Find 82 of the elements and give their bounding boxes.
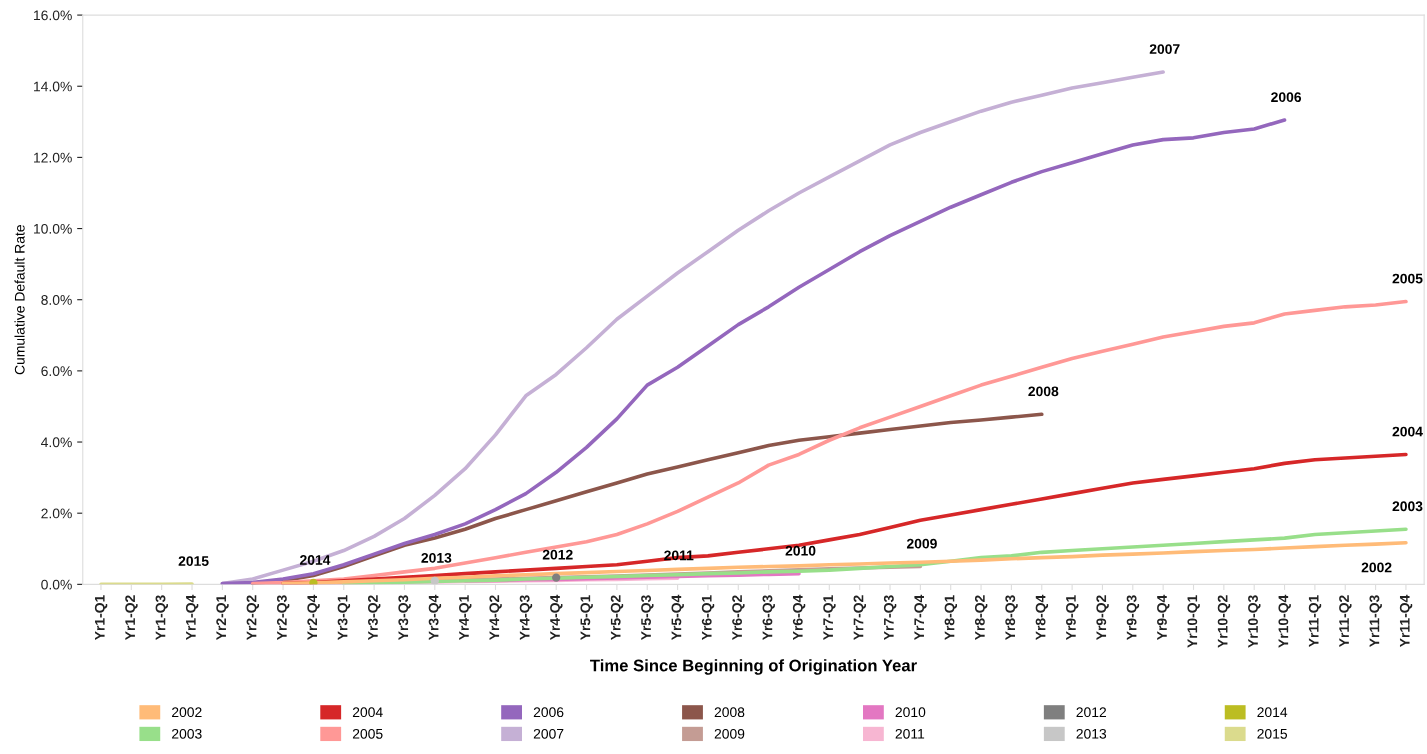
x-tick-label: Yr10-Q2 — [1217, 595, 1231, 648]
legend-label: 2002 — [172, 707, 202, 718]
x-tick-label: Yr6-Q1 — [701, 595, 715, 641]
legend-label: 2006 — [533, 707, 564, 718]
x-tick-label: Yr7-Q1 — [823, 595, 836, 641]
text: 2013 — [421, 552, 452, 563]
legend-label: 2013 — [1076, 728, 1107, 739]
x-tick-label: Yr8-Q4 — [1035, 594, 1049, 641]
x-tick-label: Yr6-Q4 — [792, 594, 806, 641]
x-tick-label: Yr2-Q1 — [216, 595, 229, 641]
text: 2015 — [178, 556, 209, 566]
x-tick-label: Yr5-Q2 — [610, 595, 624, 641]
x-tick-label: Yr3-Q2 — [368, 595, 381, 641]
x-tick-label: Yr11-Q1 — [1308, 595, 1322, 648]
x-tick-label: Yr9-Q2 — [1096, 595, 1109, 641]
x-tick-label: Yr7-Q2 — [853, 595, 866, 641]
x-tick-label: Yr2-Q3 — [276, 595, 290, 641]
x-tick-label: Yr3-Q1 — [337, 595, 351, 641]
x-tick-label: Yr9-Q3 — [1126, 595, 1140, 641]
text: 2010 — [785, 545, 816, 556]
x-tick-label: Yr1-Q4 — [185, 594, 199, 641]
x-tick-label: Yr6-Q3 — [762, 595, 775, 641]
legend-label: 2011 — [895, 728, 925, 739]
y-tick-label: 12.0% — [34, 152, 72, 163]
x-tick-label: Yr9-Q1 — [1066, 595, 1079, 641]
x-tick-label: Yr1-Q3 — [155, 595, 168, 641]
legend-label: 2005 — [352, 728, 383, 739]
x-tick-label: Yr2-Q4 — [307, 594, 320, 641]
x-tick-label: Yr6-Q2 — [732, 595, 745, 641]
text: 2014 — [300, 555, 331, 565]
text: 2003 — [1392, 501, 1423, 512]
legend-label: 2015 — [1257, 728, 1288, 739]
x-tick-label: Yr4-Q4 — [550, 594, 563, 641]
x-tick-label: Yr4-Q3 — [519, 595, 533, 641]
x-tick-label: Yr11-Q2 — [1339, 595, 1352, 648]
x-tick-label: Yr1-Q1 — [94, 595, 108, 641]
y-tick-label: 16.0% — [34, 10, 72, 21]
x-tick-label: Yr7-Q4 — [914, 594, 927, 641]
x-tick-label: Yr10-Q4 — [1278, 594, 1291, 648]
text: 2008 — [1028, 386, 1059, 397]
x-tick-label: Yr5-Q4 — [671, 594, 684, 641]
legend-label: 2008 — [714, 707, 745, 718]
y-tick-label: 4.0% — [41, 437, 72, 448]
legend-label: 2014 — [1257, 707, 1288, 718]
x-tick-label: Yr8-Q3 — [1005, 595, 1018, 641]
text: 2009 — [906, 538, 937, 549]
x-tick-label: Yr11-Q4 — [1399, 594, 1413, 648]
x-tick-label: Yr3-Q4 — [428, 594, 442, 641]
y-tick-label: 10.0% — [34, 223, 72, 234]
x-tick-label: Yr8-Q2 — [974, 595, 988, 641]
x-tick-label: Yr4-Q2 — [489, 595, 502, 641]
x-tick-label: Yr5-Q1 — [580, 595, 593, 641]
legend-label: 2010 — [895, 707, 926, 718]
y-tick-label: 6.0% — [41, 366, 72, 377]
y-tick-label: 8.0% — [41, 295, 72, 305]
x-tick-label: Yr1-Q2 — [125, 595, 138, 641]
y-tick-label: 14.0% — [34, 81, 72, 92]
text: 2002 — [1361, 562, 1392, 573]
text: 2007 — [1149, 44, 1180, 54]
x-axis-title: Time Since Beginning of Origination Year — [590, 659, 917, 675]
x-tick-label: Yr10-Q3 — [1248, 595, 1261, 648]
text: 2004 — [1392, 426, 1423, 437]
x-tick-label: Yr4-Q1 — [459, 595, 472, 641]
y-tick-label: 2.0% — [41, 508, 72, 519]
x-tick-label: Yr3-Q3 — [398, 595, 411, 641]
legend-label: 2004 — [352, 707, 383, 718]
y-tick-label: 0.0% — [41, 579, 72, 590]
legend-label: 2003 — [172, 728, 202, 739]
text: 2005 — [1392, 273, 1423, 284]
x-tick-label: Yr8-Q1 — [944, 595, 958, 641]
legend-label: 2009 — [714, 728, 745, 739]
y-axis-title: Cumulative Default Rate — [14, 225, 25, 375]
legend-label: 2007 — [533, 728, 564, 739]
x-tick-label: Yr10-Q1 — [1187, 595, 1200, 648]
x-tick-label: Yr11-Q3 — [1369, 595, 1382, 648]
x-tick-label: Yr2-Q2 — [246, 595, 260, 641]
text: 2006 — [1271, 92, 1302, 103]
x-tick-label: Yr9-Q4 — [1157, 594, 1170, 641]
text: 2012 — [542, 549, 573, 560]
x-tick-label: Yr7-Q3 — [883, 595, 897, 641]
x-tick-label: Yr5-Q3 — [641, 595, 654, 641]
legend-label: 2012 — [1076, 707, 1107, 718]
